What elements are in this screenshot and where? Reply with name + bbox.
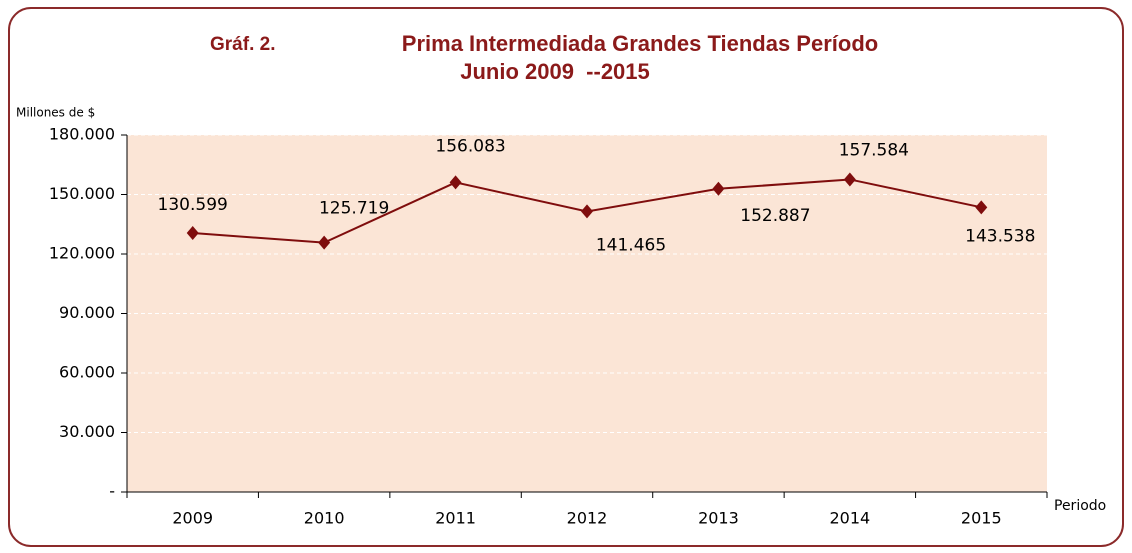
y-tick-label: 60.000 bbox=[59, 363, 115, 382]
x-tick-label: 2015 bbox=[961, 509, 1002, 528]
y-tick-label: 180.000 bbox=[49, 125, 115, 144]
point-marker bbox=[186, 225, 199, 240]
x-tick-label: 2010 bbox=[304, 509, 345, 528]
point-marker bbox=[318, 235, 331, 250]
point-marker bbox=[975, 200, 988, 215]
x-tick-label: 2013 bbox=[698, 509, 739, 528]
point-marker bbox=[843, 172, 856, 187]
y-tick-label: 30.000 bbox=[59, 422, 115, 441]
x-axis-label: Periodo bbox=[1054, 498, 1106, 514]
point-marker bbox=[449, 175, 462, 190]
y-tick-label: 150.000 bbox=[49, 184, 115, 203]
chart-subtitle: Junio 2009 --2015 bbox=[460, 59, 650, 84]
y-tick-label: - bbox=[109, 482, 115, 501]
y-tick-label: 90.000 bbox=[59, 303, 115, 322]
data-label: 125.719 bbox=[319, 199, 389, 219]
y-tick-label: 120.000 bbox=[49, 244, 115, 263]
data-label: 157.584 bbox=[839, 140, 909, 160]
x-tick-label: 2009 bbox=[172, 509, 213, 528]
x-tick-label: 2011 bbox=[435, 509, 476, 528]
data-label: 156.083 bbox=[435, 136, 505, 156]
data-label: 143.538 bbox=[965, 226, 1035, 246]
data-label: 152.887 bbox=[740, 206, 810, 226]
chart-label: Gráf. 2. bbox=[210, 34, 275, 55]
x-tick-label: 2012 bbox=[567, 509, 608, 528]
y-axis-label: Millones de $ bbox=[16, 106, 95, 120]
chart-title: Prima Intermediada Grandes Tiendas Perío… bbox=[402, 31, 878, 56]
point-marker bbox=[581, 204, 593, 219]
x-tick-label: 2014 bbox=[829, 509, 870, 528]
point-marker bbox=[712, 181, 725, 196]
data-label: 130.599 bbox=[158, 195, 228, 215]
plot-area bbox=[127, 135, 1047, 492]
data-label: 141.465 bbox=[596, 235, 666, 255]
